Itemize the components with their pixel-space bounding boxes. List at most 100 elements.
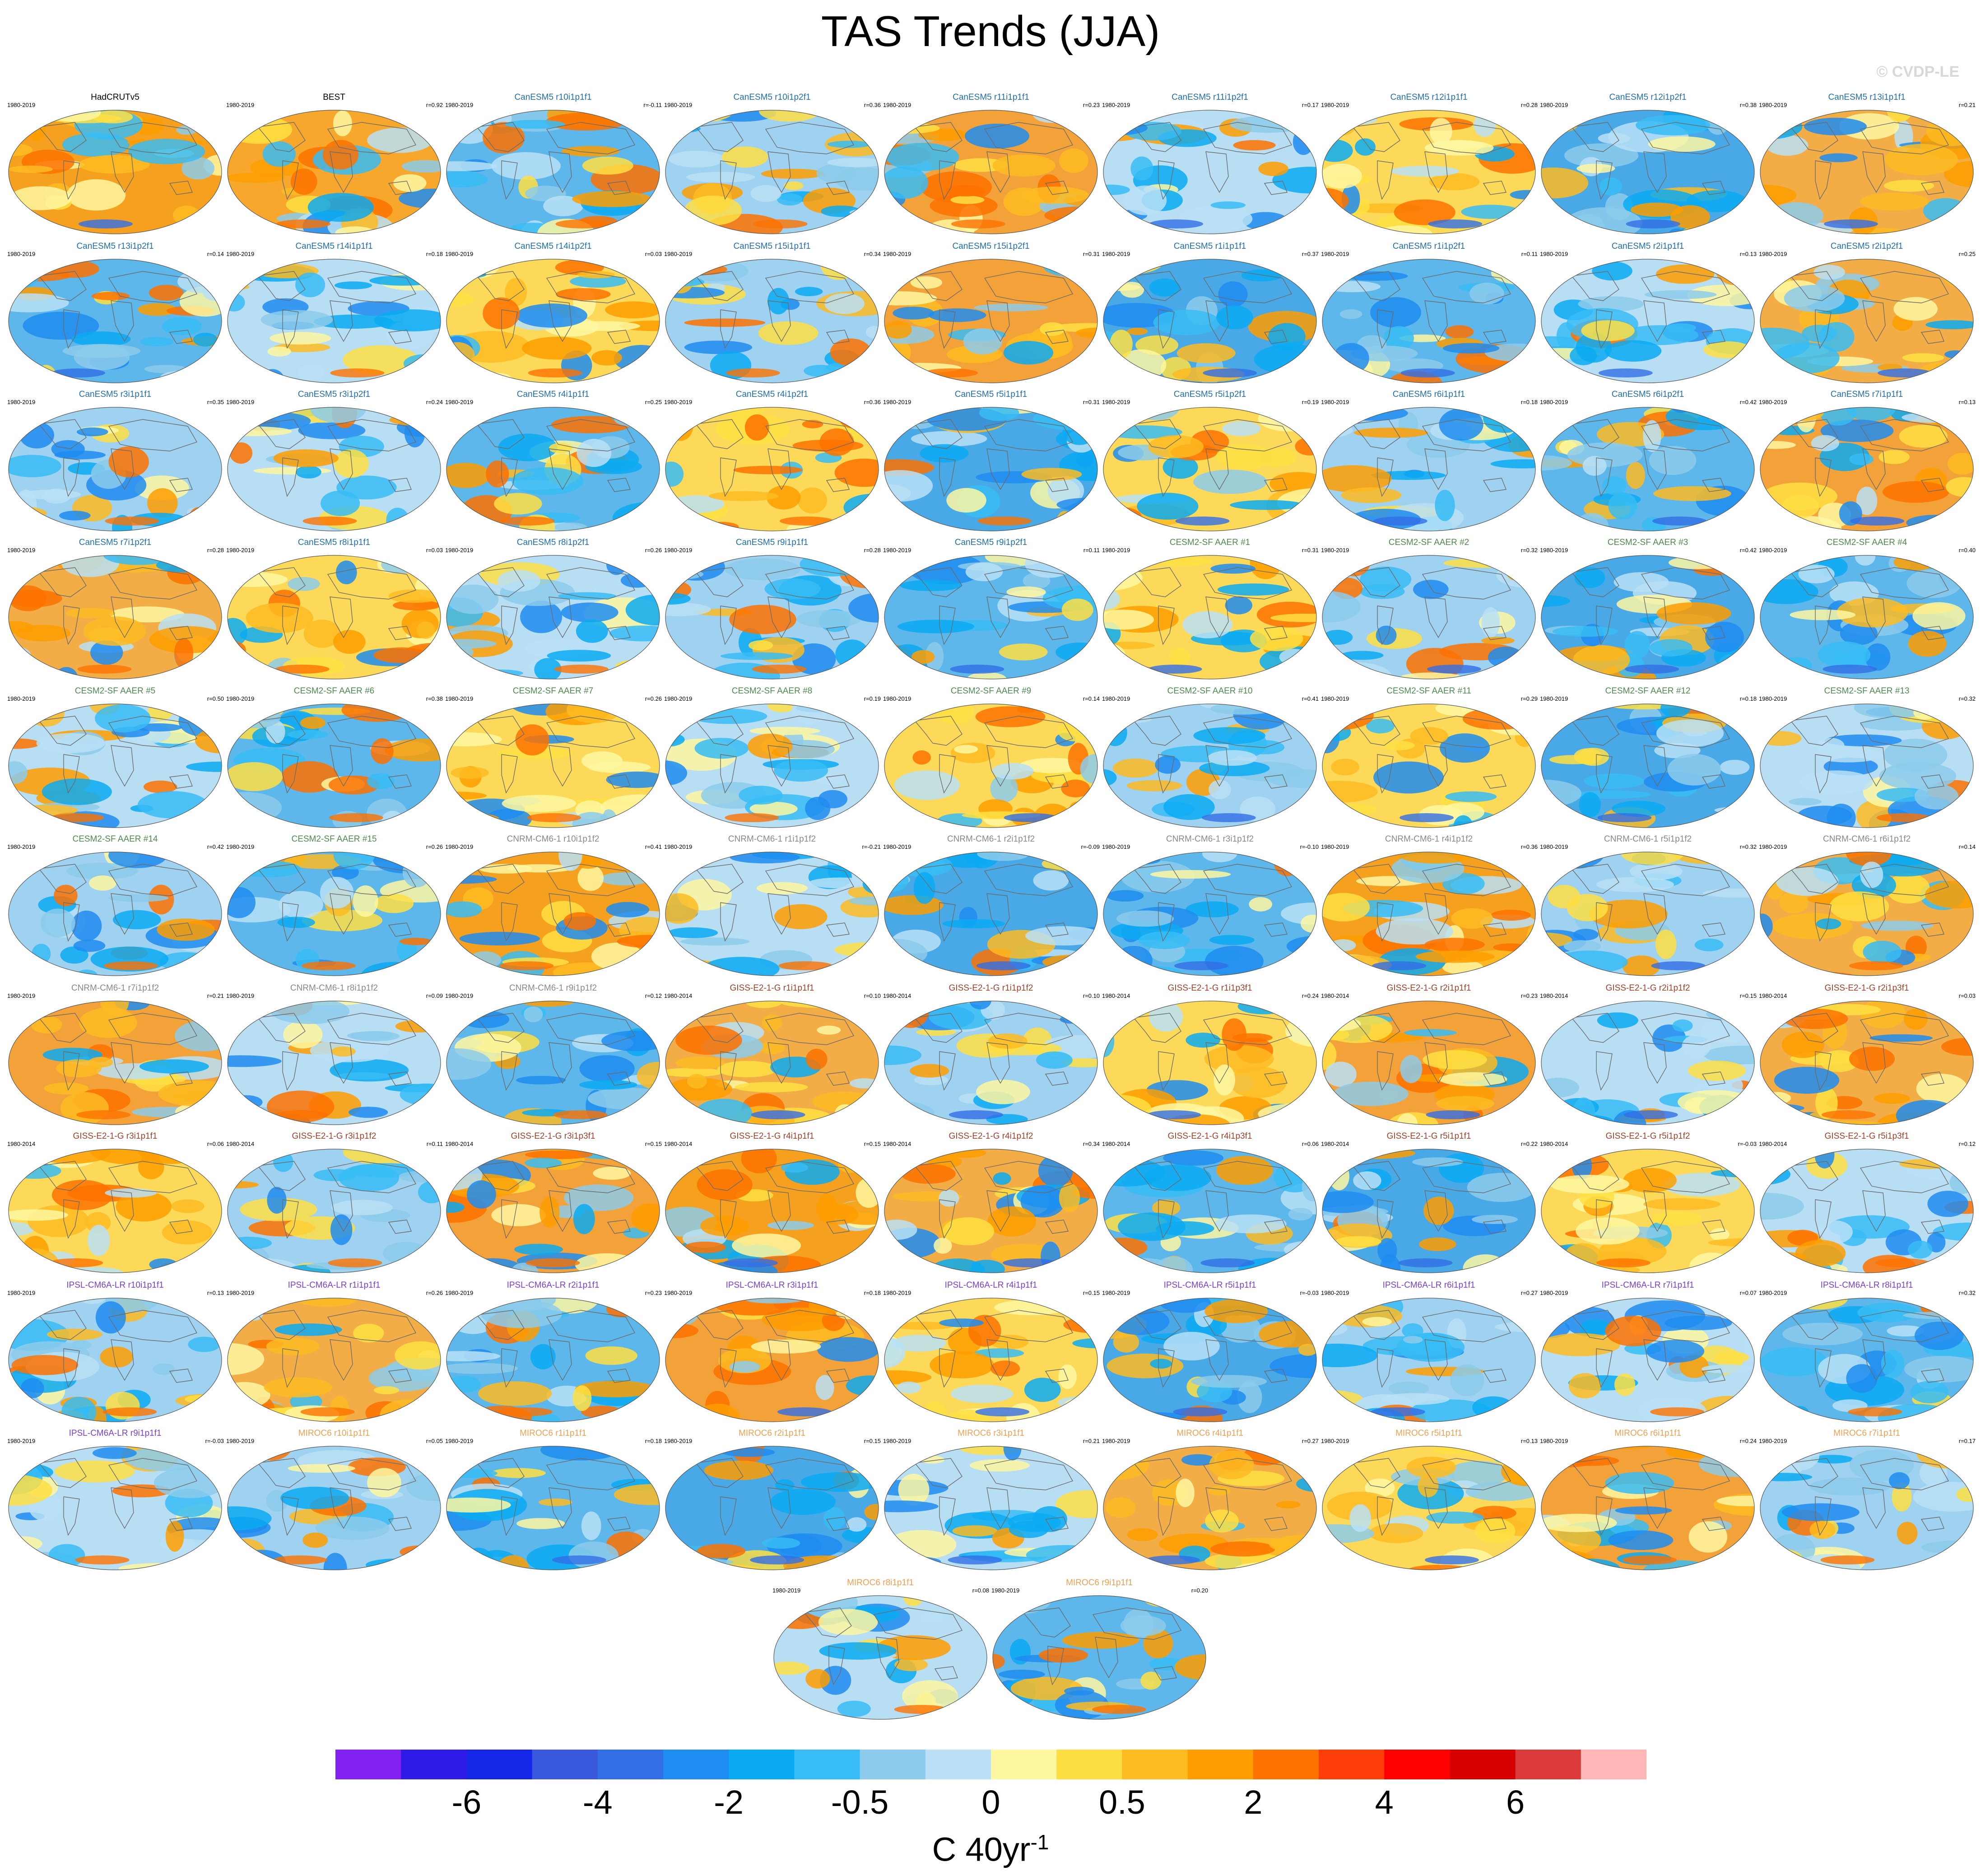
coastline (984, 1013, 1074, 1045)
coastline (1571, 567, 1619, 597)
trend-blob (709, 491, 779, 501)
trend-blob (1041, 1241, 1060, 1271)
trend-blob (625, 594, 660, 626)
trend-blob (9, 1163, 61, 1179)
trend-blob (459, 931, 540, 945)
panel-correlation: r=0.32 (1958, 695, 1976, 702)
map-border (665, 1446, 879, 1570)
panel-correlation: r=0.07 (1739, 1289, 1757, 1296)
panel-period: 1980-2019 (1102, 251, 1130, 257)
trend-blob (1322, 1149, 1351, 1168)
trend-blob (1817, 1220, 1853, 1244)
trend-blob (1150, 1359, 1172, 1369)
map-panel: 1980-2019 MIROC6 r10i1p1f1 r=0.05 (224, 1429, 444, 1572)
map-border (446, 852, 660, 976)
trend-blob (446, 1409, 496, 1422)
trend-blob (1256, 259, 1301, 268)
panel-title: CNRM-CM6-1 r3i1p1f2 (1166, 834, 1254, 844)
coastline (1643, 1487, 1667, 1529)
trend-blob (1863, 940, 1902, 964)
coastline (1702, 626, 1725, 640)
trend-blob (1202, 852, 1237, 862)
coastline (1571, 864, 1619, 894)
panel-title: MIROC6 r4i1p1f1 (1177, 1429, 1243, 1438)
trend-blob (1340, 651, 1384, 660)
panel-period: 1980-2019 (1540, 843, 1568, 850)
coastline (257, 567, 306, 597)
trend-blob (395, 1341, 441, 1370)
coastline (108, 271, 198, 303)
trend-blob (1140, 1671, 1162, 1690)
colorbar-tick-label: -0.5 (831, 1783, 889, 1821)
trend-blob (1860, 921, 1934, 931)
map-panel: 1980-2014 GISS-E2-1-G r2i1p1f1 r=0.23 (1319, 983, 1539, 1127)
map-border (8, 110, 222, 234)
trend-blob (520, 601, 563, 633)
trend-blob (1047, 476, 1084, 505)
trend-blob (613, 1109, 660, 1125)
coastline (169, 922, 193, 937)
trend-blob (1050, 323, 1097, 332)
trend-blob (634, 654, 658, 676)
coastline (607, 774, 631, 789)
trend-blob (140, 337, 174, 347)
coastline (1377, 1199, 1394, 1239)
map-field (1541, 407, 1755, 531)
panel-correlation: r=0.13 (1521, 1438, 1538, 1444)
trend-blob (307, 193, 374, 222)
trend-blob (800, 1472, 879, 1492)
trend-blob (665, 555, 694, 571)
coastline (1352, 271, 1400, 301)
trend-blob (1325, 804, 1377, 816)
trend-blob (1925, 880, 1973, 909)
coastline (1815, 902, 1832, 942)
trend-blob (1602, 476, 1627, 495)
trend-blob (1701, 1019, 1754, 1043)
trend-blob (573, 1204, 595, 1234)
coastline (767, 300, 791, 342)
coastline (1158, 754, 1175, 794)
trend-blob (891, 263, 910, 276)
map-field (1541, 259, 1755, 383)
panel-title: CESM2-SF AAER #14 (72, 834, 158, 844)
trend-blob (767, 1221, 814, 1230)
trend-blob (684, 1241, 726, 1253)
map-panel: 1980-2019 CESM2-SF AAER #2 r=0.32 (1319, 538, 1539, 681)
map-border (1760, 110, 1974, 234)
coastline (1092, 1607, 1182, 1640)
trend-blob (669, 150, 725, 168)
trend-blob (47, 1328, 102, 1341)
trend-blob (1582, 456, 1607, 476)
trend-blob (1908, 631, 1947, 657)
coastline (282, 1051, 299, 1091)
trend-blob (1390, 166, 1459, 177)
coastline (1483, 774, 1507, 789)
trend-blob (1451, 908, 1493, 929)
coastline (546, 864, 636, 896)
panel-correlation: r=-0.10 (1300, 843, 1319, 850)
trend-blob (575, 1381, 656, 1397)
trend-blob (901, 1164, 956, 1184)
panel-title: GISS-E2-1-G r4i1p3f1 (1167, 1131, 1252, 1141)
trend-blob (1790, 610, 1856, 620)
map-field (8, 110, 222, 234)
trend-blob (1135, 226, 1163, 234)
trend-blob (447, 584, 499, 614)
trend-blob (1103, 642, 1155, 649)
coastline (984, 122, 1074, 154)
map-border (1760, 852, 1974, 976)
coastline (767, 893, 791, 935)
coastline (986, 151, 1010, 193)
panel-correlation: r=0.10 (864, 992, 881, 999)
coastline (939, 902, 956, 942)
panel-correlation: r=0.41 (1302, 695, 1319, 702)
map-border (8, 1149, 222, 1273)
panel-title: GISS-E2-1-G r2i1p1f1 (1386, 983, 1471, 993)
map-border (8, 259, 222, 383)
trend-blob (245, 1302, 264, 1321)
coastline (327, 716, 417, 748)
panel-title: CESM2-SF AAER #6 (293, 686, 375, 696)
coastline (1424, 151, 1448, 193)
trend-blob (1186, 1033, 1220, 1048)
trend-blob (330, 1214, 353, 1245)
